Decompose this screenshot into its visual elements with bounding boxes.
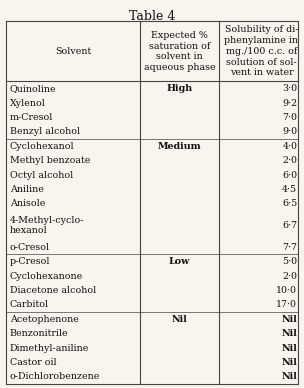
Text: Acetophenone: Acetophenone [10,315,79,324]
Text: 9·2: 9·2 [282,99,297,107]
Text: Nil: Nil [171,315,187,324]
Text: Cyclohexanone: Cyclohexanone [10,272,83,281]
Text: 6·7: 6·7 [282,221,297,230]
Text: 4·0: 4·0 [282,142,297,151]
Text: 5·0: 5·0 [282,257,297,266]
Text: Aniline: Aniline [10,185,43,194]
Text: Medium: Medium [157,142,201,151]
Text: Nil: Nil [282,344,297,353]
Text: 2·0: 2·0 [282,272,297,281]
Text: p-Cresol: p-Cresol [10,257,50,266]
Text: Nil: Nil [282,329,297,338]
Text: Nil: Nil [282,358,297,367]
Text: o-Cresol: o-Cresol [10,243,50,252]
Text: Solvent: Solvent [55,47,91,56]
Text: Table 4: Table 4 [129,10,175,23]
Text: Benzyl alcohol: Benzyl alcohol [10,127,80,137]
Text: 6·0: 6·0 [282,171,297,180]
Text: Xylenol: Xylenol [10,99,46,107]
Text: o-Dichlorobenzene: o-Dichlorobenzene [10,372,100,381]
Text: 6·5: 6·5 [282,199,297,208]
Text: 17·0: 17·0 [276,300,297,309]
Text: 10·0: 10·0 [276,286,297,295]
Text: Anisole: Anisole [10,199,45,208]
Text: Carbitol: Carbitol [10,300,49,309]
Text: Dimethyl-aniline: Dimethyl-aniline [10,344,89,353]
Text: Diacetone alcohol: Diacetone alcohol [10,286,96,295]
Text: High: High [166,84,192,93]
Text: 2·0: 2·0 [282,156,297,165]
Text: Expected %
saturation of
solvent in
aqueous phase: Expected % saturation of solvent in aque… [143,31,215,72]
Text: Octyl alcohol: Octyl alcohol [10,171,73,180]
Text: Castor oil: Castor oil [10,358,56,367]
Text: 4-Methyl-cyclo-
hexanol: 4-Methyl-cyclo- hexanol [10,216,84,235]
Text: Solubility of di-
phenylamine in
mg./100 c.c. of
solution of sol-
vent in water: Solubility of di- phenylamine in mg./100… [224,25,299,78]
Text: 9·0: 9·0 [282,127,297,137]
Text: 4·5: 4·5 [282,185,297,194]
Text: 7·7: 7·7 [282,243,297,252]
Text: Nil: Nil [282,315,297,324]
Text: 3·0: 3·0 [282,84,297,93]
Text: Methyl benzoate: Methyl benzoate [10,156,90,165]
Text: m-Cresol: m-Cresol [10,113,53,122]
Text: Quinoline: Quinoline [10,84,56,93]
Text: Low: Low [169,257,190,266]
Text: Cyclohexanol: Cyclohexanol [10,142,74,151]
Text: 7·0: 7·0 [282,113,297,122]
Text: Benzonitrile: Benzonitrile [10,329,68,338]
Text: Nil: Nil [282,372,297,381]
